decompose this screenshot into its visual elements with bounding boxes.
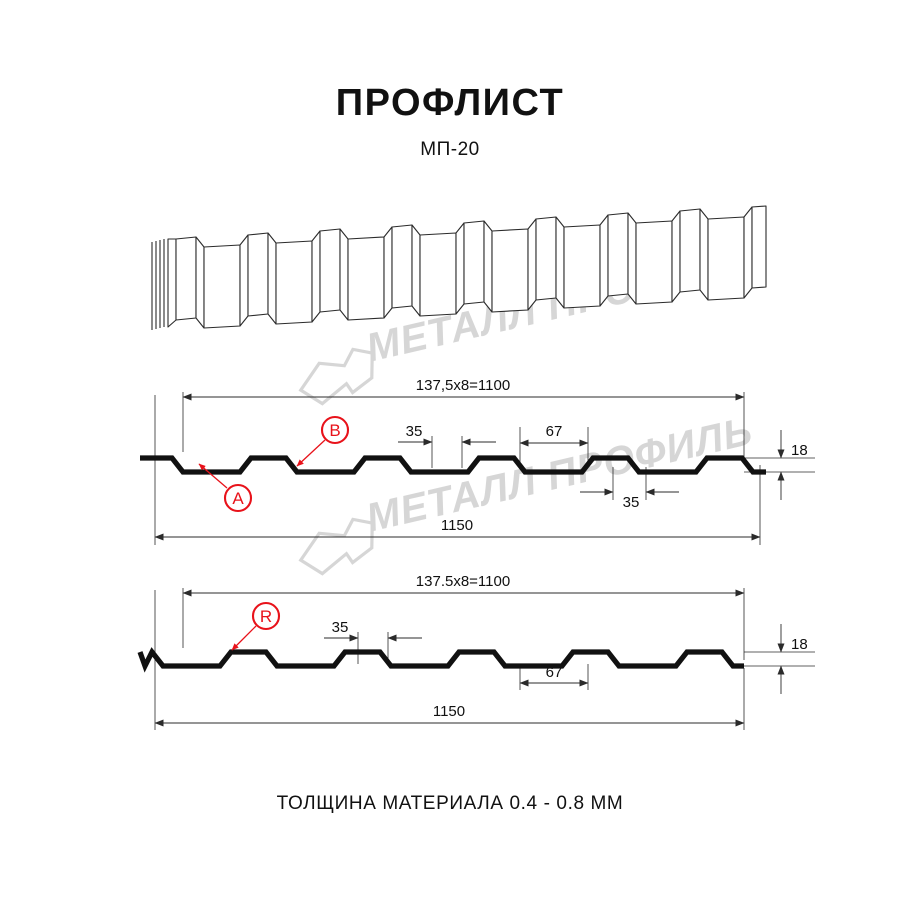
page-title: ПРОФЛИСТ [335, 82, 565, 124]
profile-section-top [140, 455, 766, 475]
dimension-label-rib-bottom-lower: 35 [623, 494, 640, 511]
callout-r: R [231, 601, 281, 651]
callout-a-circle [223, 483, 253, 513]
dimension-label-rib-pitch: 67 [546, 423, 563, 440]
watermark-lower: МЕТАЛЛ ПРОФИЛЬ [298, 409, 757, 576]
isometric-view [151, 205, 767, 330]
cut-edge-lines [151, 239, 165, 330]
callout-b: B [296, 415, 350, 467]
dimension-label-rib-top: 35 [332, 619, 349, 636]
callout-a-label: A [232, 489, 244, 508]
title-block: ПРОФЛИСТ МП-20 [0, 84, 900, 161]
callout-b-circle [320, 415, 350, 445]
dimension-overall-width-bottom: 1150 [154, 703, 745, 727]
dimension-rib-top-upper: 35 [398, 423, 496, 446]
dimension-rib-top-bottom: 35 [324, 619, 422, 642]
dimension-label-height: 18 [791, 636, 808, 653]
section-bottom: 137.5x8=1100 1150 35 67 18 [137, 573, 815, 730]
section-top: 137,5x8=1100 1150 35 67 35 [140, 377, 815, 545]
dimension-height-top: 18 [777, 430, 808, 500]
dimension-label-overall-width: 1150 [433, 703, 465, 720]
callout-r-circle [251, 601, 281, 631]
dimension-pitch-total-top: 137,5x8=1100 [182, 377, 745, 401]
dimension-rib-bottom-lower: 35 [580, 488, 679, 511]
profile-section-bottom [137, 647, 744, 673]
callout-a: A [198, 463, 253, 513]
dimension-label-overall-width: 1150 [441, 517, 473, 534]
dimension-label-rib-top-upper: 35 [406, 423, 423, 440]
material-thickness-note: ТОЛЩИНА МАТЕРИАЛА 0.4 - 0.8 ММ [276, 793, 624, 814]
dimension-label-pitch-total: 137.5x8=1100 [416, 573, 510, 590]
dimension-pitch-total-bottom: 137.5x8=1100 [182, 573, 745, 597]
dimension-label-height: 18 [791, 442, 808, 459]
callout-r-label: R [260, 607, 272, 626]
page-subtitle: МП-20 [420, 139, 480, 160]
dimension-rib-pitch-top: 67 [519, 423, 589, 447]
dimension-label-pitch-total: 137,5x8=1100 [416, 377, 510, 394]
dimension-height-bottom: 18 [777, 624, 808, 694]
dimension-overall-width-top: 1150 [154, 517, 761, 541]
callout-b-label: B [329, 421, 340, 440]
